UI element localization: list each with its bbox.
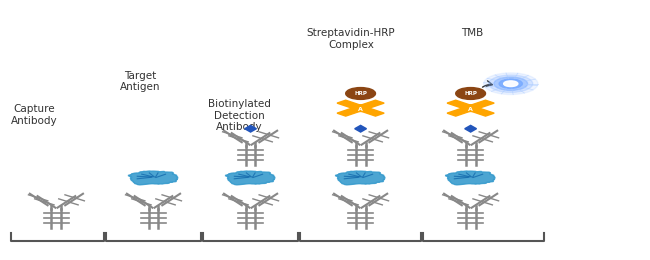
Polygon shape: [337, 107, 365, 116]
Text: A: A: [358, 107, 363, 112]
Polygon shape: [465, 125, 476, 132]
Text: HRP: HRP: [464, 91, 477, 96]
Circle shape: [489, 75, 533, 93]
Polygon shape: [447, 100, 475, 110]
Circle shape: [504, 81, 518, 87]
Polygon shape: [445, 171, 495, 185]
Text: A: A: [468, 107, 473, 112]
Circle shape: [499, 79, 523, 88]
Polygon shape: [466, 107, 494, 116]
Polygon shape: [466, 100, 494, 110]
Polygon shape: [356, 100, 384, 110]
Circle shape: [484, 73, 538, 95]
Circle shape: [352, 105, 369, 112]
Polygon shape: [335, 171, 385, 185]
Polygon shape: [356, 107, 384, 116]
Circle shape: [462, 105, 479, 112]
Text: Streptavidin-HRP
Complex: Streptavidin-HRP Complex: [307, 28, 395, 50]
Polygon shape: [337, 100, 365, 110]
Circle shape: [346, 88, 376, 99]
Polygon shape: [244, 125, 257, 132]
Text: TMB: TMB: [461, 28, 483, 38]
Polygon shape: [447, 107, 475, 116]
Text: Capture
Antibody: Capture Antibody: [10, 104, 57, 126]
Polygon shape: [225, 171, 275, 185]
Text: Biotinylated
Detection
Antibody: Biotinylated Detection Antibody: [208, 99, 271, 132]
Polygon shape: [128, 171, 178, 185]
Text: HRP: HRP: [354, 91, 367, 96]
Polygon shape: [355, 125, 367, 132]
Circle shape: [456, 88, 486, 99]
Circle shape: [494, 77, 528, 90]
Text: Target
Antigen: Target Antigen: [120, 71, 161, 93]
